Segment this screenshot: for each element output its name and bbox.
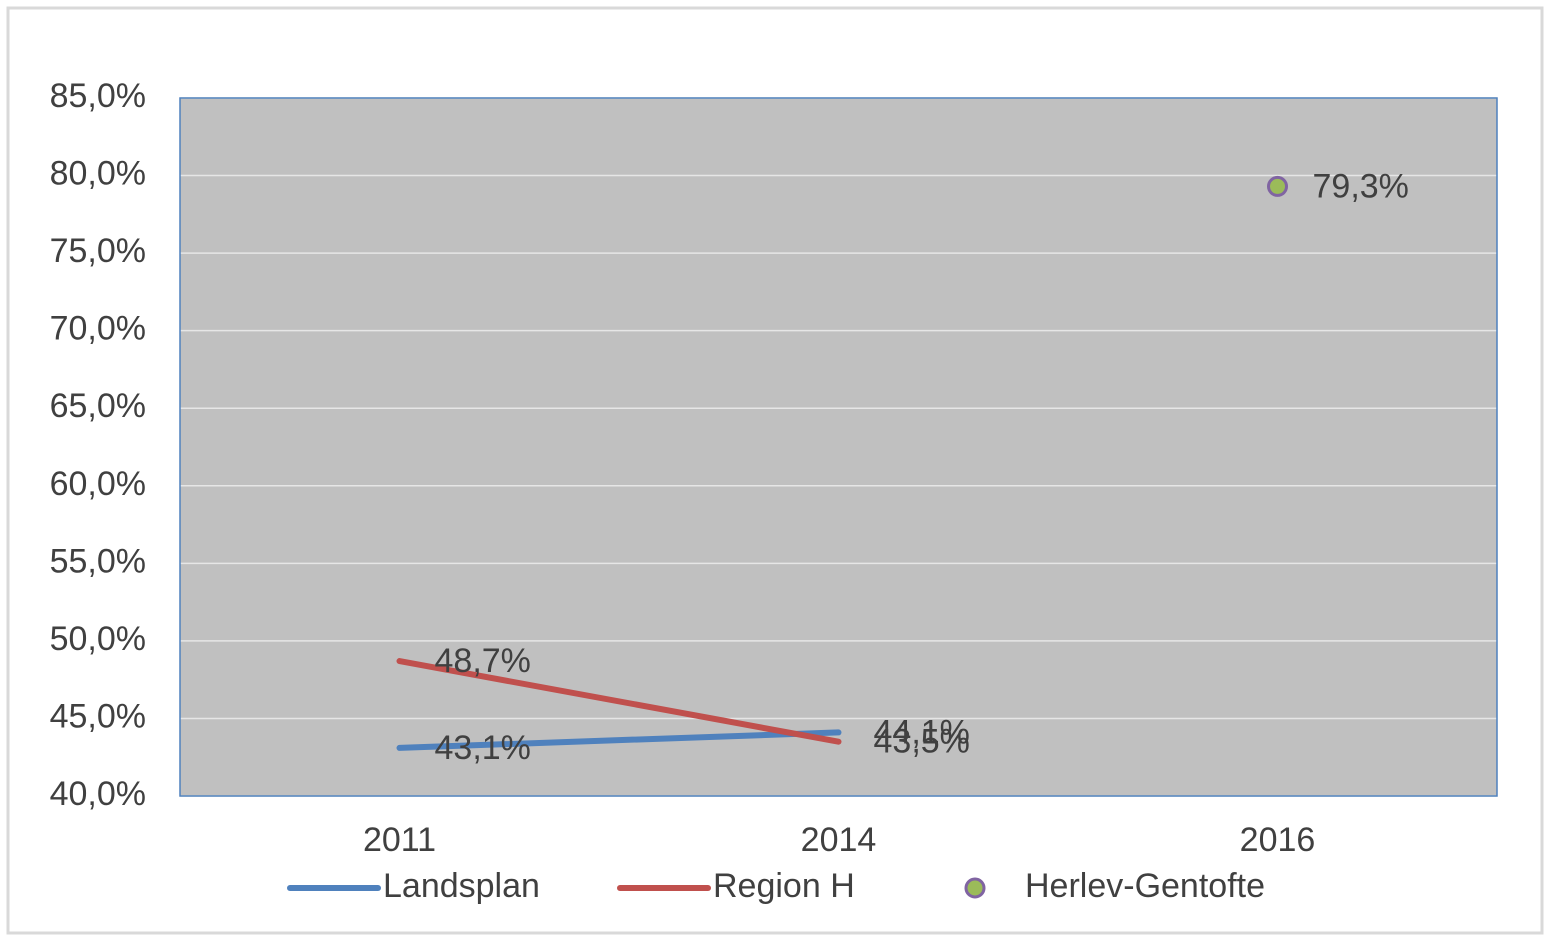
data-label: 79,3% [1313,167,1409,205]
data-label: 44,1% [874,713,970,751]
series-line [396,729,842,751]
y-tick-label: 70,0% [50,310,146,348]
y-tick-label: 65,0% [50,387,146,425]
data-label: 43,1% [435,729,531,767]
y-tick-label: 75,0% [50,232,146,270]
legend-swatch [964,877,986,899]
legend-label: Herlev-Gentofte [1025,867,1265,905]
y-tick-label: 60,0% [50,465,146,503]
x-tick-label: 2011 [363,821,436,859]
y-tick-label: 45,0% [50,697,146,735]
legend-label: Landsplan [383,867,540,905]
data-label: 48,7% [435,642,531,680]
legend-label: Region H [713,867,855,905]
y-tick-label: 85,0% [50,77,146,115]
series-line [396,658,842,745]
series-marker [1267,175,1288,197]
plot-area [180,98,1497,796]
y-tick-label: 50,0% [50,620,146,658]
y-tick-label: 80,0% [50,155,146,193]
x-tick-label: 2014 [801,821,877,859]
x-tick-label: 2016 [1240,821,1316,859]
y-tick-label: 40,0% [50,775,146,813]
plot-border [179,97,1498,797]
data-label: 43,5% [874,723,970,761]
y-tick-label: 55,0% [50,542,146,580]
